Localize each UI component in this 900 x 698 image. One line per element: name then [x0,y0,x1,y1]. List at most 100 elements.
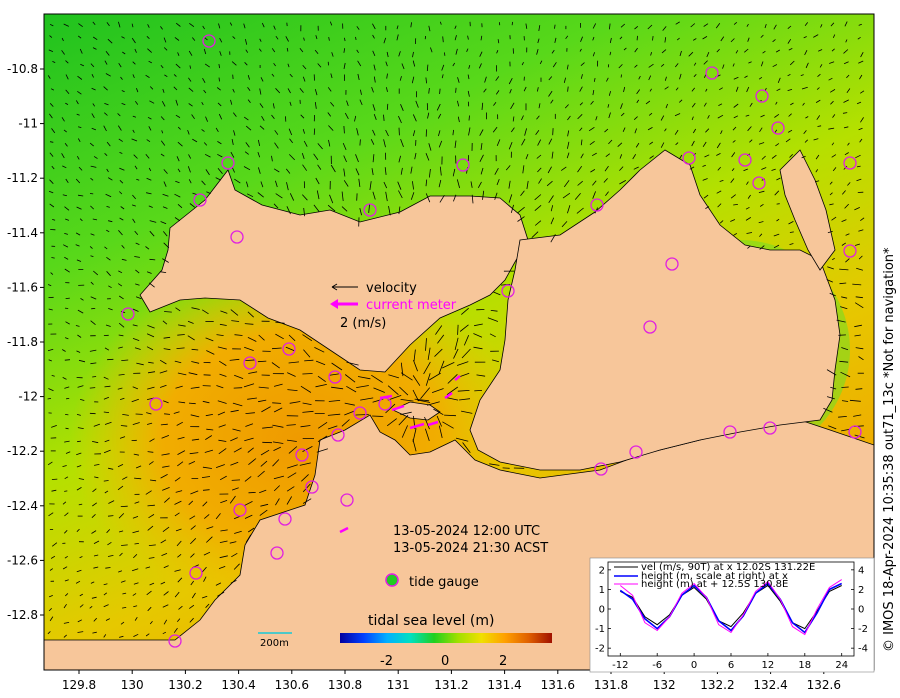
inset-x-tick-label: 24 [835,660,848,671]
velocity-arrow [442,421,454,429]
tide-gauge-marker[interactable] [665,257,679,271]
tide-gauge-marker[interactable] [230,230,244,244]
velocity-arrow [92,103,96,107]
velocity-arrow [148,205,153,208]
tide-gauge-marker[interactable] [189,566,203,580]
tide-gauge-marker[interactable] [282,342,296,356]
velocity-arrow [776,218,780,222]
velocity-arrow [275,193,283,199]
inset-legend-height: height (m, scale at right) at x [641,571,788,582]
tide-gauge-marker[interactable] [682,151,696,165]
velocity-arrow [149,479,157,482]
current-meter-arrow [454,375,461,381]
velocity-arrow [774,129,778,134]
velocity-arrow [454,337,459,350]
velocity-arrow [64,359,71,361]
tide-gauge-marker[interactable] [340,493,354,507]
velocity-arrow [64,512,69,517]
velocity-arrow [788,113,792,117]
tide-gauge-marker[interactable] [295,448,309,462]
velocity-arrow [718,103,723,106]
tide-gauge-marker[interactable] [643,320,657,334]
velocity-arrow [177,168,181,173]
velocity-arrow [843,61,849,65]
tide-gauge-marker[interactable] [705,66,719,80]
tide-gauge-marker[interactable] [763,421,777,435]
tide-gauge-marker[interactable] [501,284,515,298]
velocity-arrow [480,143,483,151]
tide-gauge-marker[interactable] [843,244,857,258]
velocity-arrow [693,62,697,66]
velocity-arrow [849,399,861,402]
tide-gauge-marker[interactable] [331,428,345,442]
velocity-arrow [494,168,499,175]
velocity-arrow [735,86,739,92]
tide-gauge-marker[interactable] [590,198,604,212]
velocity-arrow [92,488,97,493]
velocity-arrow [174,591,180,598]
land-cobourg [469,149,841,471]
velocity-arrow [789,60,795,66]
tide-gauge-marker[interactable] [305,480,319,494]
velocity-arrow [474,323,483,327]
x-tick-label: 130.4 [221,678,255,692]
velocity-arrow [456,361,469,366]
velocity-arrow [828,77,833,81]
velocity-arrow [482,190,485,200]
velocity-arrow [174,500,182,505]
velocity-arrow [275,88,281,94]
velocity-arrow [437,113,442,119]
velocity-arrow [188,372,198,376]
velocity-arrow [492,126,498,133]
velocity-arrow [118,138,123,142]
tide-gauge-marker[interactable] [363,203,377,217]
tide-gauge-marker[interactable] [353,406,367,420]
tide-gauge-marker[interactable] [243,356,257,370]
velocity-arrow [845,258,850,263]
tide-gauge-marker[interactable] [278,512,292,526]
tide-gauge-marker[interactable] [594,462,608,476]
tide-gauge-marker[interactable] [378,397,392,411]
tide-gauge-marker[interactable] [771,121,785,135]
tide-gauge-marker[interactable] [456,158,470,172]
tide-gauge-marker[interactable] [193,193,207,207]
velocity-arrow [854,243,861,246]
velocity-arrow [344,112,349,119]
tide-gauge-marker[interactable] [629,445,643,459]
velocity-arrow [774,190,780,196]
tide-gauge-marker[interactable] [755,89,769,103]
velocity-arrow [147,371,156,374]
velocity-arrow [202,25,205,30]
y-tick-label: -12.2 [7,444,38,458]
tide-gauge-marker[interactable] [738,153,752,167]
tide-gauge-marker[interactable] [149,397,163,411]
velocity-arrow [176,347,185,349]
velocity-arrow [467,35,469,40]
velocity-arrow [191,348,199,351]
velocity-arrow [90,281,94,285]
tide-gauge-marker[interactable] [233,503,247,517]
tide-gauge-marker[interactable] [723,425,737,439]
tide-gauge-marker[interactable] [752,176,766,190]
velocity-arrow [425,193,431,203]
velocity-arrow [343,168,346,177]
tide-gauge-markers[interactable] [121,34,862,648]
velocity-arrow [512,116,515,122]
tide-gauge-marker[interactable] [848,425,862,439]
tide-gauge-marker[interactable] [270,546,284,560]
velocity-arrow [412,60,416,67]
velocity-arrow [118,62,122,68]
tide-gauge-marker[interactable] [221,156,235,170]
velocity-arrow [302,483,311,493]
velocity-arrow [187,129,190,135]
velocity-arrow [373,387,385,393]
velocity-arrow [162,206,168,209]
velocity-arrow [773,233,780,237]
tide-gauge-marker[interactable] [843,156,857,170]
velocity-arrow [51,257,55,259]
current-meter-arrow [391,404,405,412]
tide-gauge-marker[interactable] [202,34,216,48]
tide-gauge-marker[interactable] [168,634,182,648]
tide-gauge-marker[interactable] [328,370,342,384]
tide-gauge-marker[interactable] [121,307,135,321]
